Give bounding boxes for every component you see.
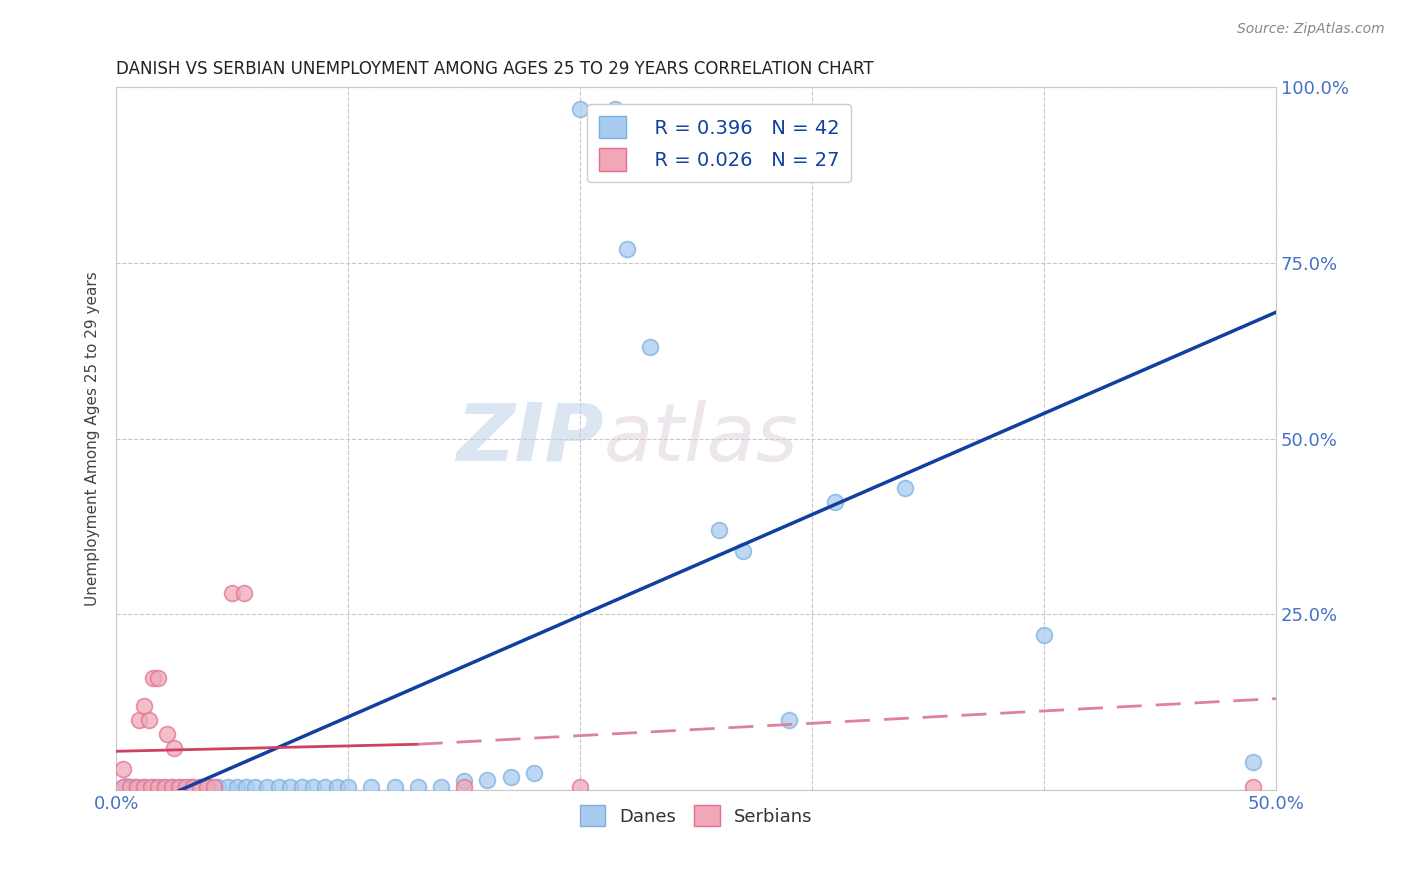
Point bbox=[174, 780, 197, 794]
Point bbox=[256, 780, 278, 794]
Point bbox=[132, 698, 155, 713]
Point bbox=[709, 523, 731, 537]
Y-axis label: Unemployment Among Ages 25 to 29 years: Unemployment Among Ages 25 to 29 years bbox=[86, 271, 100, 606]
Point bbox=[128, 713, 150, 727]
Point bbox=[120, 780, 142, 794]
Point bbox=[132, 780, 155, 794]
Point bbox=[188, 780, 211, 794]
Text: Source: ZipAtlas.com: Source: ZipAtlas.com bbox=[1237, 22, 1385, 37]
Point bbox=[638, 340, 661, 354]
Point bbox=[291, 780, 314, 794]
Point bbox=[1033, 628, 1056, 642]
Point bbox=[278, 780, 301, 794]
Point bbox=[314, 780, 336, 794]
Point bbox=[146, 780, 169, 794]
Point bbox=[156, 727, 179, 741]
Point bbox=[153, 780, 176, 794]
Point bbox=[337, 780, 360, 794]
Point bbox=[112, 780, 135, 794]
Point bbox=[453, 780, 475, 794]
Point bbox=[1241, 780, 1264, 794]
Point bbox=[217, 780, 239, 794]
Point bbox=[146, 671, 169, 685]
Point bbox=[477, 773, 499, 788]
Text: DANISH VS SERBIAN UNEMPLOYMENT AMONG AGES 25 TO 29 YEARS CORRELATION CHART: DANISH VS SERBIAN UNEMPLOYMENT AMONG AGE… bbox=[117, 60, 875, 78]
Point bbox=[499, 770, 522, 784]
Text: ZIP: ZIP bbox=[456, 400, 603, 478]
Point bbox=[160, 780, 183, 794]
Point bbox=[384, 780, 406, 794]
Point bbox=[170, 780, 193, 794]
Legend: Danes, Serbians: Danes, Serbians bbox=[572, 798, 820, 833]
Point bbox=[225, 780, 247, 794]
Point bbox=[114, 780, 136, 794]
Point bbox=[406, 780, 429, 794]
Point bbox=[603, 102, 626, 116]
Point bbox=[138, 713, 160, 727]
Point bbox=[569, 102, 592, 116]
Point bbox=[160, 780, 183, 794]
Point bbox=[302, 780, 325, 794]
Point bbox=[325, 780, 347, 794]
Point bbox=[221, 586, 243, 600]
Point bbox=[232, 586, 254, 600]
Point bbox=[142, 780, 165, 794]
Point bbox=[112, 762, 135, 776]
Point bbox=[202, 780, 225, 794]
Point bbox=[569, 780, 592, 794]
Point bbox=[731, 544, 754, 558]
Point bbox=[453, 774, 475, 789]
Point bbox=[1241, 755, 1264, 769]
Point bbox=[824, 495, 846, 509]
Point bbox=[152, 780, 174, 794]
Point bbox=[124, 780, 146, 794]
Point bbox=[139, 780, 162, 794]
Point bbox=[267, 780, 290, 794]
Text: atlas: atlas bbox=[603, 400, 799, 478]
Point bbox=[132, 780, 155, 794]
Point bbox=[360, 780, 382, 794]
Point bbox=[207, 780, 229, 794]
Point bbox=[167, 780, 190, 794]
Point bbox=[778, 713, 800, 727]
Point bbox=[181, 780, 204, 794]
Point bbox=[616, 242, 638, 256]
Point bbox=[188, 780, 211, 794]
Point bbox=[523, 766, 546, 780]
Point bbox=[245, 780, 267, 794]
Point bbox=[894, 481, 917, 495]
Point bbox=[179, 780, 201, 794]
Point bbox=[127, 780, 149, 794]
Point bbox=[195, 780, 218, 794]
Point bbox=[198, 780, 221, 794]
Point bbox=[430, 780, 453, 794]
Point bbox=[163, 740, 186, 755]
Point bbox=[235, 780, 257, 794]
Point bbox=[142, 671, 165, 685]
